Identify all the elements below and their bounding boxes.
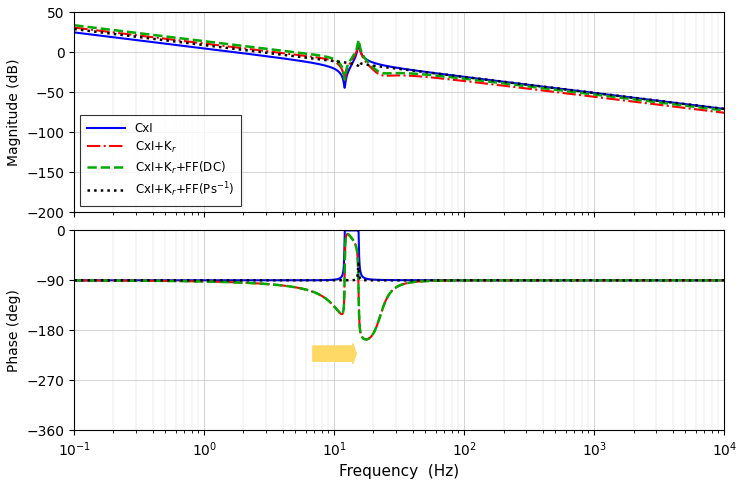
CxI+K$_r$+FF(Ps$^{-1}$) <box>318 57 327 63</box>
CxI <box>188 44 197 50</box>
CxI+K$_r$+FF(Ps$^{-1}$) <box>720 106 729 112</box>
CxI+K$_r$+FF(DC) <box>70 22 79 28</box>
CxI+K$_r$ <box>70 25 79 31</box>
CxI+K$_r$+FF(DC) <box>188 37 197 43</box>
CxI+K$_r$+FF(DC) <box>604 93 613 99</box>
Y-axis label: Magnitude (dB): Magnitude (dB) <box>7 59 21 166</box>
CxI+K$_r$ <box>460 78 469 84</box>
CxI <box>555 86 564 91</box>
CxI <box>604 92 613 98</box>
CxI+K$_r$+FF(Ps$^{-1}$) <box>70 26 79 32</box>
Y-axis label: Phase (deg): Phase (deg) <box>7 289 21 372</box>
CxI+K$_r$+FF(Ps$^{-1}$) <box>604 92 613 98</box>
CxI+K$_r$ <box>493 82 501 88</box>
Line: CxI+K$_r$+FF(DC): CxI+K$_r$+FF(DC) <box>74 25 725 110</box>
CxI+K$_r$+FF(DC) <box>318 53 327 59</box>
CxI+K$_r$+FF(Ps$^{-1}$) <box>460 74 469 80</box>
CxI+K$_r$ <box>720 110 729 116</box>
CxI+K$_r$+FF(Ps$^{-1}$) <box>493 78 501 84</box>
CxI+K$_r$+FF(DC) <box>720 107 729 113</box>
CxI+K$_r$+FF(Ps$^{-1}$) <box>555 86 564 91</box>
X-axis label: Frequency  (Hz): Frequency (Hz) <box>339 464 460 479</box>
CxI <box>460 74 469 80</box>
CxI <box>318 62 327 68</box>
CxI+K$_r$ <box>555 89 564 95</box>
CxI+K$_r$+FF(DC) <box>460 76 469 82</box>
Legend: CxI, CxI+K$_r$, CxI+K$_r$+FF(DC), CxI+K$_r$+FF(Ps$^{-1}$): CxI, CxI+K$_r$, CxI+K$_r$+FF(DC), CxI+K$… <box>80 115 241 207</box>
CxI+K$_r$+FF(DC) <box>493 80 501 86</box>
CxI+K$_r$+FF(Ps$^{-1}$) <box>188 41 197 47</box>
CxI+K$_r$ <box>188 39 197 45</box>
CxI <box>70 30 79 35</box>
Line: CxI: CxI <box>74 33 725 109</box>
FancyArrowPatch shape <box>312 344 356 364</box>
CxI <box>493 78 501 84</box>
CxI+K$_r$ <box>604 96 613 102</box>
CxI <box>720 106 729 112</box>
CxI+K$_r$+FF(DC) <box>555 87 564 93</box>
Line: CxI+K$_r$+FF(Ps$^{-1}$): CxI+K$_r$+FF(Ps$^{-1}$) <box>74 29 725 109</box>
CxI+K$_r$ <box>318 55 327 61</box>
Line: CxI+K$_r$: CxI+K$_r$ <box>74 28 725 113</box>
